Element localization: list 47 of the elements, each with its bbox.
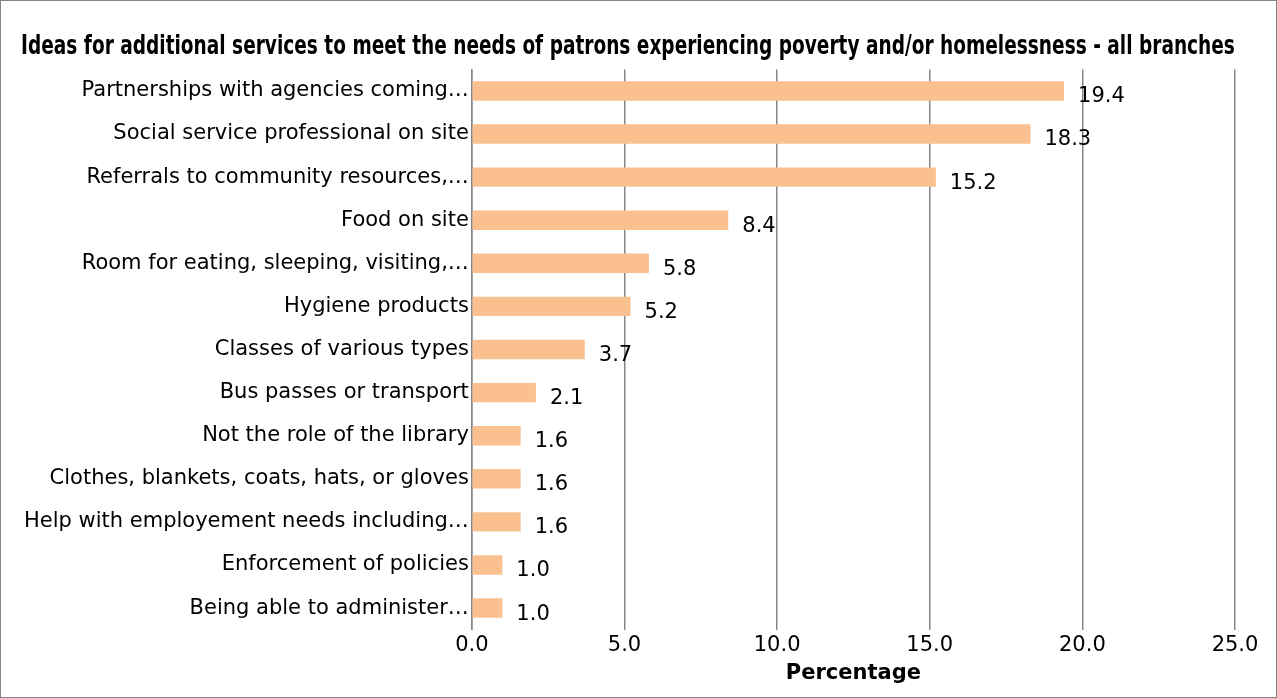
data-label: 2.1 — [549, 385, 584, 410]
data-label: 19.4 — [1078, 83, 1125, 108]
bar — [472, 425, 521, 446]
bar — [472, 339, 585, 360]
y-tick-label: Bus passes or transport — [219, 379, 469, 404]
bar — [472, 555, 503, 575]
bar — [472, 81, 1065, 101]
y-tick-label: Classes of various types — [214, 335, 469, 360]
y-tick-label: Social service professional on site — [113, 120, 469, 145]
data-label: 1.0 — [516, 557, 550, 582]
bar — [472, 296, 631, 317]
y-tick-label: Help with employement needs including… — [23, 508, 469, 533]
x-tick-label: 0.0 — [455, 631, 489, 656]
x-axis-title: Percentage — [785, 659, 921, 684]
data-label: 1.0 — [516, 600, 550, 625]
bar — [472, 382, 536, 403]
bar — [472, 253, 649, 274]
data-label: 18.3 — [1044, 126, 1092, 151]
data-label: 1.6 — [534, 428, 569, 453]
y-tick-label: Partnerships with agencies coming… — [81, 77, 469, 102]
data-label: 8.4 — [742, 212, 776, 237]
bar — [472, 167, 936, 187]
y-tick-label: Enforcement of policies — [221, 551, 469, 576]
bar — [472, 469, 521, 489]
data-label: 5.2 — [644, 298, 678, 323]
y-tick-label: Being able to administer… — [189, 594, 469, 619]
y-tick-label: Food on site — [341, 206, 469, 231]
data-label: 15.2 — [949, 169, 997, 194]
data-label: 5.8 — [662, 255, 697, 280]
x-tick-label: 25.0 — [1211, 631, 1259, 656]
x-tick-label: 15.0 — [906, 631, 954, 656]
y-tick-label: Referrals to community resources,… — [86, 163, 469, 188]
bar — [472, 598, 503, 618]
bar — [472, 210, 729, 230]
y-tick-label: Hygiene products — [283, 292, 469, 317]
bar — [472, 124, 1031, 144]
data-label: 1.6 — [534, 514, 569, 539]
x-tick-label: 20.0 — [1058, 631, 1106, 656]
y-tick-label: Clothes, blankets, coats, hats, or gloves — [49, 465, 469, 490]
bar — [472, 512, 521, 532]
data-label: 1.6 — [534, 471, 569, 496]
y-tick-label: Not the role of the library — [202, 422, 469, 447]
data-label: 3.7 — [598, 341, 633, 366]
x-tick-label: 10.0 — [753, 631, 801, 656]
y-tick-label: Room for eating, sleeping, visiting,… — [81, 249, 469, 274]
chart-title: Ideas for additional services to meet the needs of patrons experiencing poverty and/or homelessness - all branches — [21, 29, 1235, 61]
x-tick-label: 5.0 — [607, 631, 642, 656]
